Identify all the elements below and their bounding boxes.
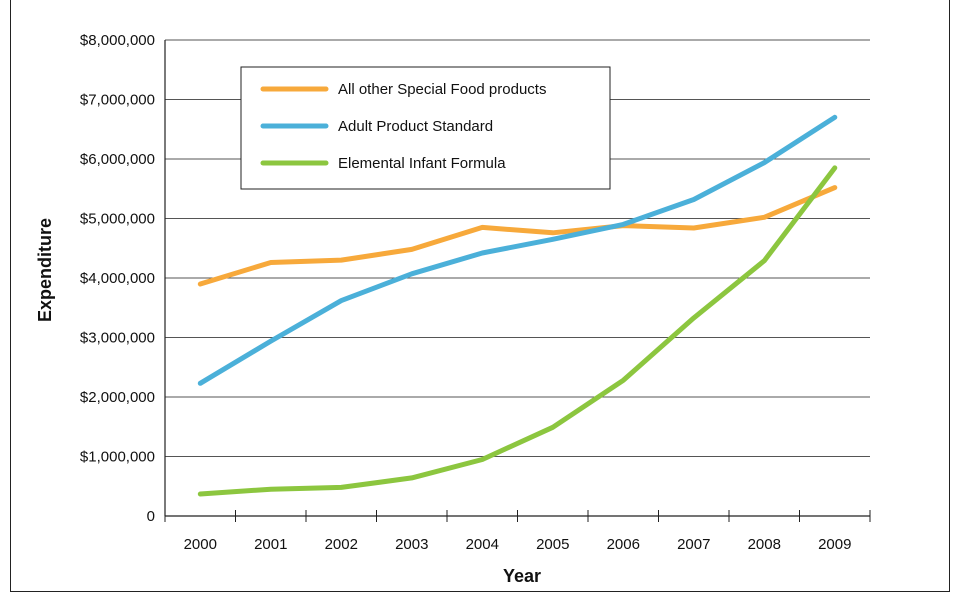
x-tick-label: 2001 xyxy=(254,536,287,553)
y-tick-label: 0 xyxy=(147,508,155,525)
x-tick-label: 2007 xyxy=(677,536,710,553)
x-tick-label: 2002 xyxy=(325,536,358,553)
series-lines xyxy=(197,114,838,497)
x-tick-label: 2000 xyxy=(184,536,217,553)
y-tick-label: $5,000,000 xyxy=(80,211,155,228)
chart-frame xyxy=(10,0,950,592)
x-tick-label: 2005 xyxy=(536,536,569,553)
y-tick-label: $7,000,000 xyxy=(80,92,155,109)
y-tick-label: $8,000,000 xyxy=(80,32,155,49)
x-tick-label: 2004 xyxy=(466,536,499,553)
legend-label-3: Elemental Infant Formula xyxy=(338,155,506,172)
x-tick-label: 2008 xyxy=(748,536,781,553)
x-tick-label: 2006 xyxy=(607,536,640,553)
y-tick-label: $3,000,000 xyxy=(80,330,155,347)
series-line-1 xyxy=(197,185,838,287)
series-line-2 xyxy=(197,114,838,386)
y-tick-label: $4,000,000 xyxy=(80,270,155,287)
y-tick-label: $6,000,000 xyxy=(80,151,155,168)
series-line-3 xyxy=(197,165,838,497)
y-tick-label: $1,000,000 xyxy=(80,449,155,466)
y-axis-title: Expenditure xyxy=(35,218,55,322)
legend: All other Special Food products Adult Pro… xyxy=(240,66,611,190)
legend-label-2: Adult Product Standard xyxy=(338,118,493,135)
x-axis-title: Year xyxy=(503,566,541,586)
y-tick-labels: 0 $1,000,000 $2,000,000 $3,000,000 $4,000,00… xyxy=(80,32,155,525)
y-tick-label: $2,000,000 xyxy=(80,389,155,406)
x-tick-labels: 2000 2001 2002 2003 2004 2005 2006 2007 2008 2009 xyxy=(184,536,852,553)
axes xyxy=(164,40,871,522)
x-tick-label: 2003 xyxy=(395,536,428,553)
legend-label-1: All other Special Food products xyxy=(338,81,546,98)
x-tick-label: 2009 xyxy=(818,536,851,553)
